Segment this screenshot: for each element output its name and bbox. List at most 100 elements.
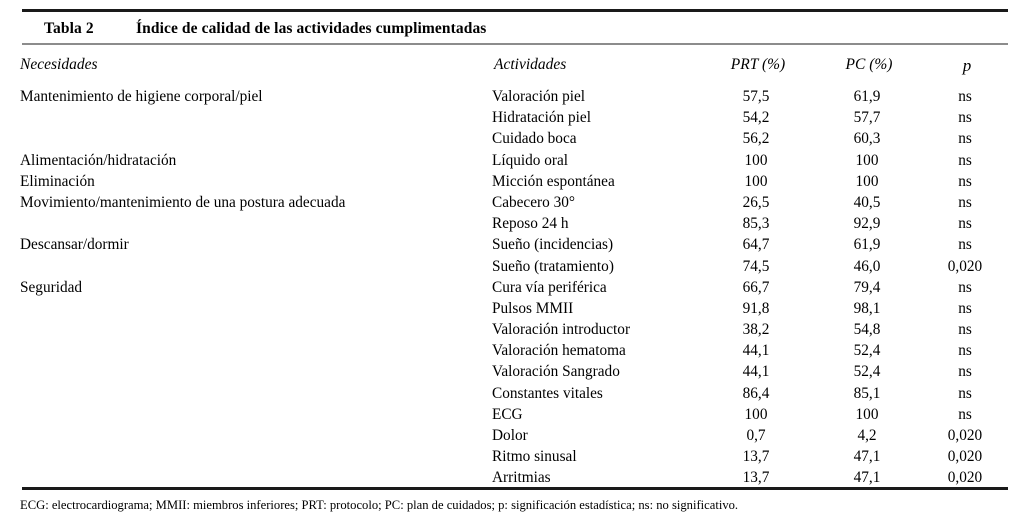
cell-p: ns <box>958 321 972 339</box>
cell-prt: 100 <box>744 151 768 169</box>
cell-p: ns <box>958 384 972 402</box>
cell-prt: 91,8 <box>742 299 770 317</box>
cell-actividad: Dolor <box>492 427 528 444</box>
cell-pc: 52,4 <box>853 342 881 360</box>
table-row: Movimiento/mantenimiento de una postura … <box>20 194 1008 215</box>
table-row: Sueño (tratamiento) 74,5 46,0 0,020 <box>20 258 1008 279</box>
cell-pc: 57,7 <box>853 109 881 127</box>
cell-actividad: Cuidado boca <box>492 130 577 148</box>
table-bottom-rule <box>22 487 1008 490</box>
cell-actividad: Reposo 24 h <box>492 215 569 233</box>
cell-pc: 100 <box>855 405 879 423</box>
cell-prt: 100 <box>744 172 768 190</box>
cell-prt: 13,7 <box>742 469 770 487</box>
table-row: Seguridad Cura vía periférica 66,7 79,4 … <box>20 279 1008 300</box>
table-number: Tabla 2 <box>44 20 94 37</box>
table-row: Pulsos MMII 91,8 98,1 ns <box>20 300 1008 321</box>
cell-pc: 61,9 <box>853 236 881 254</box>
column-header-actividades: Actividades <box>494 56 567 73</box>
table-row: Eliminación Micción espontánea 100 100 n… <box>20 173 1008 194</box>
cell-pc: 85,1 <box>853 384 881 402</box>
cell-pc: 98,1 <box>853 299 881 317</box>
cell-actividad: Cura vía periférica <box>492 278 607 296</box>
cell-prt: 56,2 <box>742 130 770 148</box>
table-row: Ritmo sinusal 13,7 47,1 0,020 <box>20 448 1008 469</box>
table-row: Dolor 0,7 4,2 0,020 <box>20 427 1008 448</box>
table-row: Descansar/dormir Sueño (incidencias) 64,… <box>20 236 1008 257</box>
table-row: ECG 100 100 ns <box>20 406 1008 427</box>
cell-prt: 26,5 <box>742 193 770 211</box>
cell-actividad: Valoración introductor <box>492 321 631 339</box>
table-row: Valoración hematoma 44,1 52,4 ns <box>20 342 1008 363</box>
cell-p: 0,020 <box>947 469 983 487</box>
table-row: Valoración introductor 38,2 54,8 ns <box>20 321 1008 342</box>
cell-prt: 57,5 <box>742 88 770 105</box>
cell-pc: 4,2 <box>857 427 877 444</box>
cell-prt: 0,7 <box>746 427 766 444</box>
cell-actividad: Micción espontánea <box>492 172 615 190</box>
column-header-p: p <box>962 56 972 75</box>
cell-pc: 79,4 <box>853 278 881 296</box>
table-row: Cuidado boca 56,2 60,3 ns <box>20 130 1008 151</box>
cell-p: ns <box>958 236 972 254</box>
cell-pc: 52,4 <box>853 363 881 381</box>
cell-p: ns <box>958 130 972 148</box>
cell-p: ns <box>958 88 972 105</box>
column-header-prt: PRT (%) <box>730 56 786 73</box>
table-row: Valoración Sangrado 44,1 52,4 ns <box>20 363 1008 384</box>
table-grid: Necesidades Actividades PRT (%) PC (%) p… <box>20 56 1008 491</box>
cell-actividad: Pulsos MMII <box>492 299 574 317</box>
cell-prt: 85,3 <box>742 215 770 233</box>
table-title: Índice de calidad de las actividades cum… <box>136 20 487 37</box>
cell-prt: 86,4 <box>742 384 770 402</box>
cell-pc: 47,1 <box>853 448 881 466</box>
cell-pc: 60,3 <box>853 130 881 148</box>
table-header-row: Necesidades Actividades PRT (%) PC (%) p <box>20 56 1008 88</box>
cell-p: 0,020 <box>947 448 983 466</box>
cell-pc: 54,8 <box>853 321 881 339</box>
cell-actividad: ECG <box>492 405 523 423</box>
caption-separator-rule <box>22 43 1008 45</box>
cell-prt: 100 <box>744 405 768 423</box>
cell-pc: 100 <box>855 151 879 169</box>
table-row: Hidratación piel 54,2 57,7 ns <box>20 109 1008 130</box>
cell-necesidad: Descansar/dormir <box>20 236 129 254</box>
cell-prt: 13,7 <box>742 448 770 466</box>
cell-pc: 92,9 <box>853 215 881 233</box>
table-row: Mantenimiento de higiene corporal/piel V… <box>20 88 1008 109</box>
cell-pc: 61,9 <box>853 88 881 105</box>
cell-prt: 54,2 <box>742 109 770 127</box>
cell-prt: 44,1 <box>742 342 770 360</box>
cell-p: ns <box>958 172 972 190</box>
cell-actividad: Sueño (incidencias) <box>492 236 614 254</box>
cell-necesidad: Seguridad <box>20 278 83 296</box>
cell-p: 0,020 <box>947 257 983 275</box>
cell-prt: 44,1 <box>742 363 770 381</box>
cell-necesidad: Mantenimiento de higiene corporal/piel <box>20 88 263 105</box>
cell-necesidad: Alimentación/hidratación <box>20 151 177 169</box>
cell-pc: 100 <box>855 172 879 190</box>
column-header-pc: PC (%) <box>845 56 893 73</box>
cell-pc: 40,5 <box>853 193 881 211</box>
cell-actividad: Constantes vitales <box>492 384 603 402</box>
cell-p: ns <box>958 151 972 169</box>
table-row: Arritmias 13,7 47,1 0,020 <box>20 469 1008 490</box>
cell-actividad: Valoración piel <box>492 88 586 105</box>
cell-actividad: Arritmias <box>492 469 551 487</box>
cell-p: ns <box>958 299 972 317</box>
table-caption: Tabla 2 Índice de calidad de las activid… <box>44 17 1002 41</box>
cell-prt: 38,2 <box>742 321 770 339</box>
cell-actividad: Valoración hematoma <box>492 342 626 360</box>
cell-prt: 66,7 <box>742 278 770 296</box>
cell-p: ns <box>958 363 972 381</box>
cell-prt: 74,5 <box>742 257 770 275</box>
table-row: Constantes vitales 86,4 85,1 ns <box>20 385 1008 406</box>
cell-actividad: Ritmo sinusal <box>492 448 577 466</box>
cell-actividad: Valoración Sangrado <box>492 363 620 381</box>
cell-p: ns <box>958 193 972 211</box>
cell-actividad: Líquido oral <box>492 151 569 169</box>
cell-actividad: Sueño (tratamiento) <box>492 257 614 275</box>
cell-p: 0,020 <box>947 427 983 444</box>
table-top-rule <box>22 9 1008 13</box>
